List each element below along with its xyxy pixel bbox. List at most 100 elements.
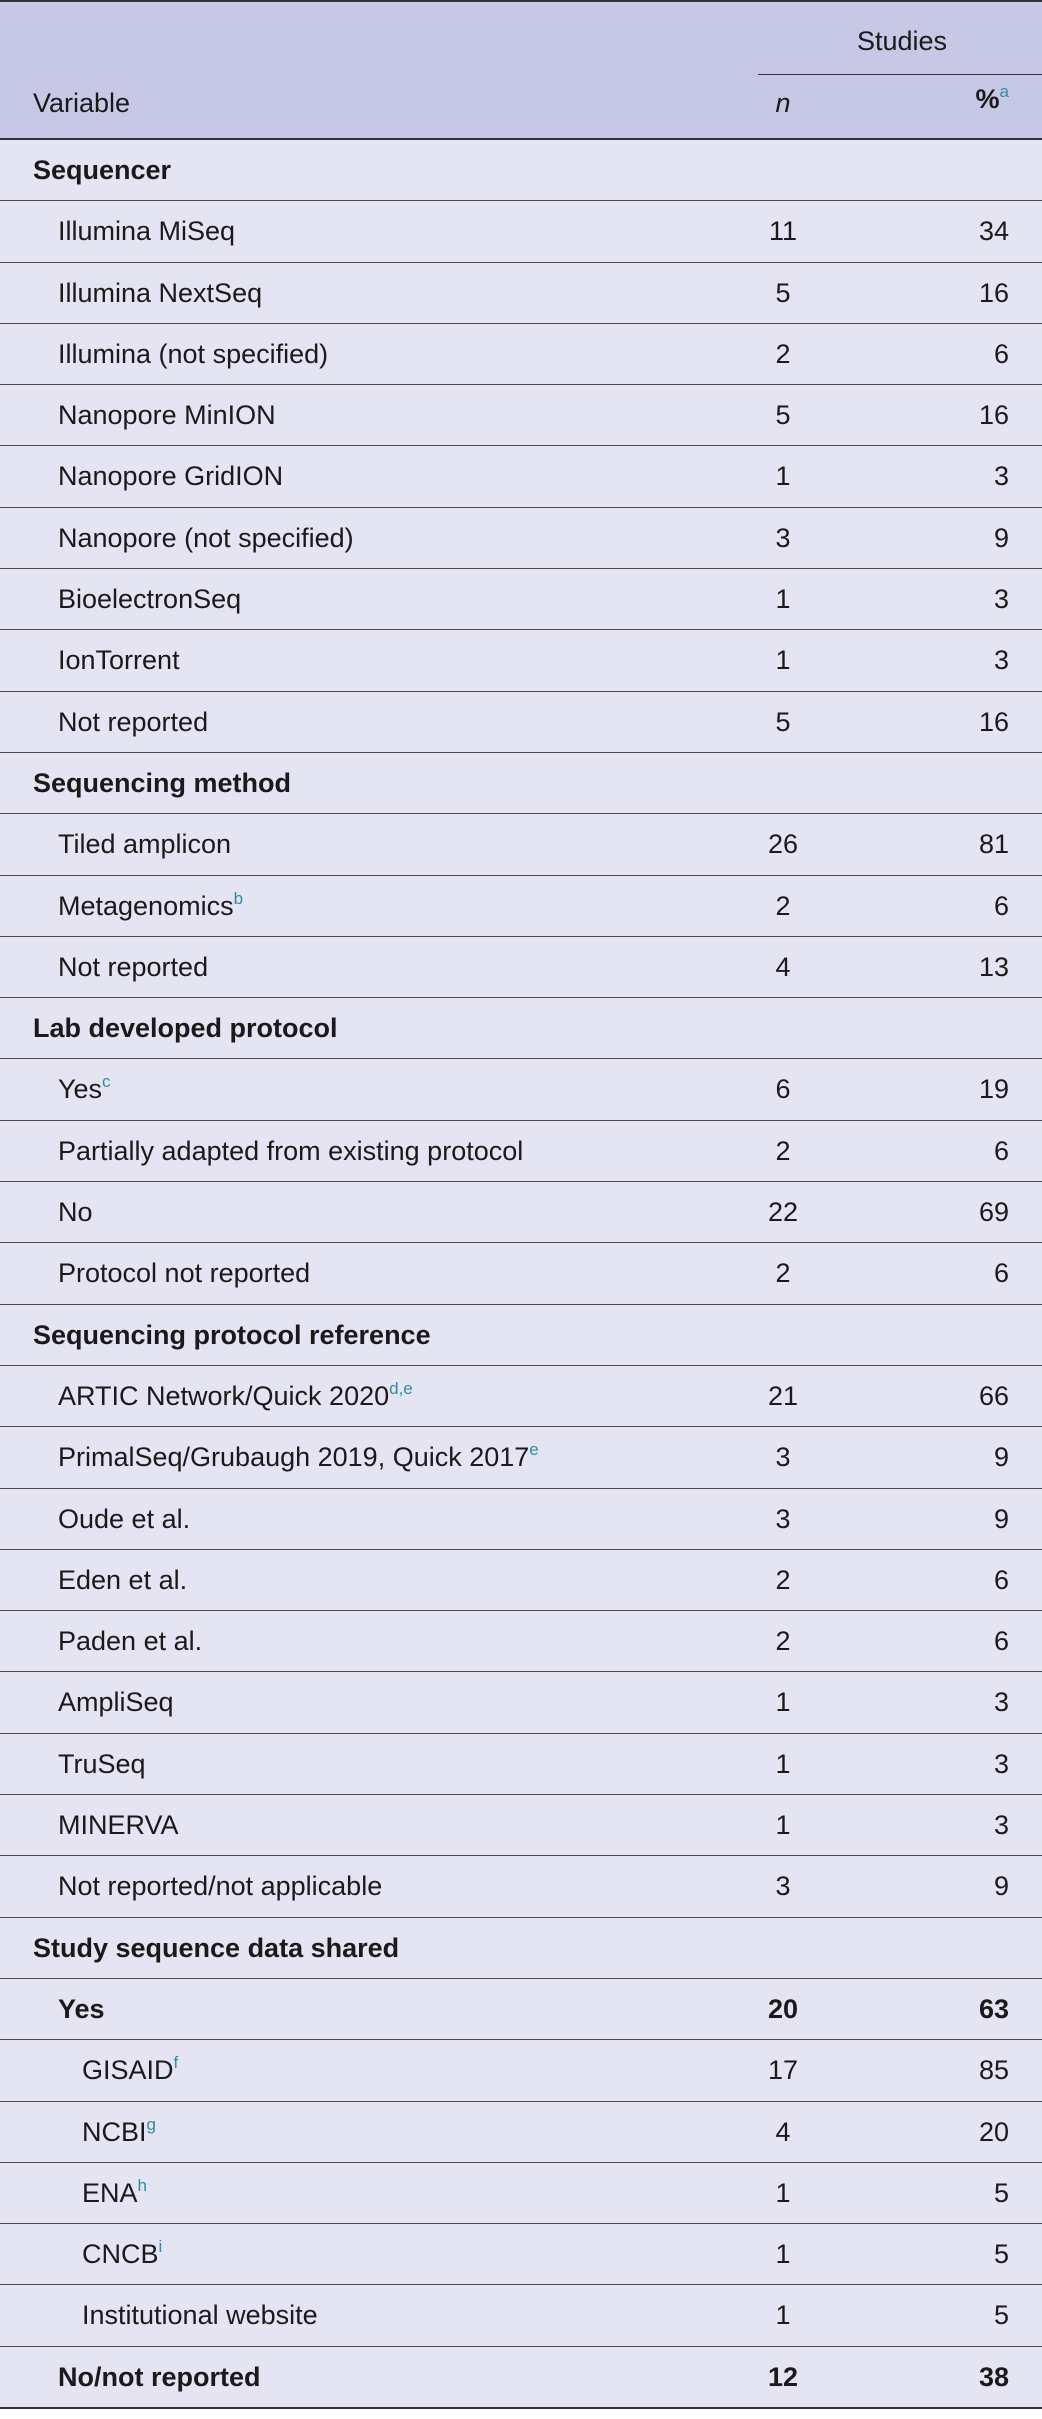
pct-cell: 69 xyxy=(978,1197,1009,1228)
n-cell: 1 xyxy=(775,2239,791,2270)
n-cell: 26 xyxy=(767,829,799,860)
n-cell: 1 xyxy=(775,645,791,676)
n-cell: 2 xyxy=(775,1564,791,1595)
table-row: Nanopore GridION 1 3 xyxy=(0,446,1042,508)
pct-cell: 19 xyxy=(978,1074,1009,1105)
row-label-text: Paden et al. xyxy=(58,1626,203,1657)
row-label: Nanopore (not specified) xyxy=(58,508,354,568)
n-cell: 1 xyxy=(775,584,791,615)
n-cell: 22 xyxy=(767,1197,799,1228)
row-label-text: Metagenomics xyxy=(58,890,234,921)
pct-header: %a xyxy=(976,83,1009,115)
row-label: Yes xyxy=(58,1979,105,2039)
pct-cell: 3 xyxy=(993,645,1009,676)
pct-cell: 9 xyxy=(993,522,1009,553)
table-row: Illumina MiSeq 11 34 xyxy=(0,201,1042,263)
n-cell: 11 xyxy=(768,216,798,247)
row-label: GISAIDf xyxy=(82,2040,178,2100)
pct-cell: 5 xyxy=(993,2177,1009,2208)
n-cell: 3 xyxy=(775,522,791,553)
table-body: Sequencer Illumina MiSeq 11 34 Illumina Next… xyxy=(0,140,1042,2409)
n-cell: 1 xyxy=(775,1748,791,1779)
row-label: CNCBi xyxy=(82,2224,162,2284)
table-row: Nanopore MinION 5 16 xyxy=(0,385,1042,447)
row-label-text: Lab developed protocol xyxy=(33,1013,338,1044)
row-label-text: Institutional website xyxy=(82,2300,318,2331)
row-label-text: Illumina MiSeq xyxy=(58,216,236,247)
n-cell: 1 xyxy=(775,2300,791,2331)
table-row: No 22 69 xyxy=(0,1182,1042,1244)
row-label-text: Not reported xyxy=(58,706,209,737)
row-label: ENAh xyxy=(82,2163,147,2223)
n-cell: 3 xyxy=(775,1871,791,1902)
row-label: PrimalSeq/Grubaugh 2019, Quick 2017e xyxy=(58,1427,539,1487)
row-label-text: CNCB xyxy=(82,2239,159,2270)
n-cell: 1 xyxy=(775,2177,791,2208)
row-label: Metagenomicsb xyxy=(58,876,243,936)
n-cell: 6 xyxy=(775,1074,791,1105)
row-label-text: No/not reported xyxy=(58,2361,261,2392)
table-row: Oude et al. 3 9 xyxy=(0,1489,1042,1550)
row-label-text: Not reported xyxy=(58,951,209,982)
pct-cell: 6 xyxy=(993,338,1009,369)
n-cell: 1 xyxy=(775,1810,791,1841)
table-row: Metagenomicsb 2 6 xyxy=(0,876,1042,937)
table-row: Institutional website 1 5 xyxy=(0,2285,1042,2347)
n-cell: 5 xyxy=(775,706,791,737)
pct-cell: 85 xyxy=(978,2055,1009,2086)
table-row: MINERVA 1 3 xyxy=(0,1795,1042,1857)
pct-cell: 16 xyxy=(978,706,1009,737)
pct-cell: 16 xyxy=(978,400,1009,431)
n-cell: 2 xyxy=(775,1258,791,1289)
section-row: Sequencer xyxy=(0,140,1042,202)
table-row: AmpliSeq 1 3 xyxy=(0,1672,1042,1734)
pct-cell: 3 xyxy=(993,1748,1009,1779)
row-label: Institutional website xyxy=(82,2285,318,2345)
row-label-text: ARTIC Network/Quick 2020 xyxy=(58,1380,390,1411)
pct-cell: 3 xyxy=(993,1810,1009,1841)
row-label: Protocol not reported xyxy=(58,1243,310,1303)
table-row: Not reported 5 16 xyxy=(0,692,1042,753)
row-label: Tiled amplicon xyxy=(58,814,231,874)
row-label: Illumina MiSeq xyxy=(58,201,235,261)
row-label-text: IonTorrent xyxy=(58,645,180,676)
footnote-marker: h xyxy=(137,2175,147,2195)
table-row: Partially adapted from existing protocol… xyxy=(0,1121,1042,1183)
table-row: GISAIDf 17 85 xyxy=(0,2040,1042,2102)
table-row: Not reported/not applicable 3 9 xyxy=(0,1856,1042,1918)
table-row: Eden et al. 2 6 xyxy=(0,1550,1042,1612)
pct-cell: 3 xyxy=(993,1687,1009,1718)
n-cell: 5 xyxy=(775,277,791,308)
pct-cell: 6 xyxy=(993,1626,1009,1657)
footnote-marker: b xyxy=(233,888,244,908)
table-row: Nanopore (not specified) 3 9 xyxy=(0,508,1042,570)
row-label: No/not reported xyxy=(58,2347,261,2407)
table-row: Illumina NextSeq 5 16 xyxy=(0,263,1042,324)
row-label: ARTIC Network/Quick 2020d,e xyxy=(58,1366,413,1426)
row-label: Lab developed protocol xyxy=(33,998,338,1058)
pct-cell: 9 xyxy=(993,1503,1009,1534)
n-cell: 2 xyxy=(775,890,791,921)
table-row: CNCBi 1 5 xyxy=(0,2224,1042,2286)
table-header: Studies Variable n %a xyxy=(0,2,1042,140)
row-label-text: TruSeq xyxy=(58,1748,146,1779)
n-cell: 12 xyxy=(767,2361,799,2392)
row-label-text: Sequencer xyxy=(33,155,172,185)
footnote-marker: c xyxy=(102,1072,111,1092)
row-label: BioelectronSeq xyxy=(58,569,241,629)
pct-cell: 63 xyxy=(978,1993,1009,2024)
table-row: NCBIg 4 20 xyxy=(0,2102,1042,2163)
pct-cell: 5 xyxy=(993,2239,1009,2270)
table-row: Not reported 4 13 xyxy=(0,937,1042,999)
row-label: Eden et al. xyxy=(58,1550,187,1610)
row-label-text: Partially adapted from existing protocol xyxy=(58,1135,524,1166)
row-label: TruSeq xyxy=(58,1734,146,1794)
row-label: Paden et al. xyxy=(58,1611,202,1671)
table-row: ENAh 1 5 xyxy=(0,2163,1042,2225)
row-label: Not reported xyxy=(58,937,208,997)
row-label-text: Sequencing method xyxy=(33,767,292,798)
section-row: Study sequence data shared xyxy=(0,1918,1042,1979)
pct-cell: 6 xyxy=(993,1135,1009,1166)
variable-header: Variable xyxy=(33,88,131,118)
table-row: IonTorrent 1 3 xyxy=(0,630,1042,692)
